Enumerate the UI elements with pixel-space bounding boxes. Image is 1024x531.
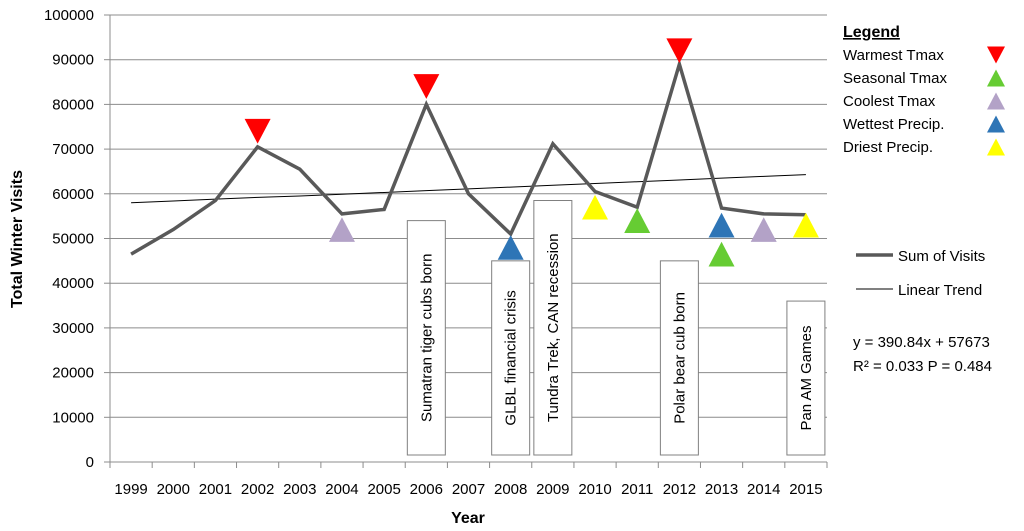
seasonal-marker <box>624 208 651 233</box>
legend-item-marker <box>987 138 1005 156</box>
weather-markers <box>244 38 819 267</box>
x-tick-label: 2013 <box>705 481 738 498</box>
annotation-box <box>406 220 446 456</box>
driest-marker <box>582 194 609 220</box>
annotation-box <box>659 260 699 456</box>
y-tick-label: 0 <box>86 454 94 471</box>
x-tick-label: 2012 <box>663 481 696 498</box>
x-tick-label: 2010 <box>578 481 611 498</box>
linear-trend-line <box>131 174 806 204</box>
warmest-marker <box>413 74 440 99</box>
legend-item-marker <box>987 69 1005 87</box>
x-tick-label: 2008 <box>494 481 527 498</box>
seasonal-marker <box>708 241 735 267</box>
x-tick-label: 2011 <box>621 481 653 498</box>
y-tick-label: 10000 <box>52 409 94 426</box>
legend-item-label: Driest Precip. <box>843 139 933 156</box>
linear-trend-label: Linear Trend <box>898 282 982 299</box>
y-tick-label: 60000 <box>52 186 94 203</box>
legend-item-label: Wettest Precip. <box>843 116 944 133</box>
wettest-marker <box>708 212 735 238</box>
series-legend: Sum of Visits Linear Trend <box>856 248 985 299</box>
legend-title: Legend <box>843 24 900 41</box>
x-tick-label: 2003 <box>283 481 316 498</box>
coolest-marker <box>328 217 355 242</box>
y-tick-label: 30000 <box>52 320 94 337</box>
legend-item-label: Seasonal Tmax <box>843 70 947 87</box>
regression-stats: R² = 0.033 P = 0.484 <box>853 358 992 375</box>
wettest-marker <box>497 235 524 260</box>
regression-equation: y = 390.84x + 57673 <box>853 334 990 351</box>
x-tick-label: 2004 <box>325 481 358 498</box>
legend-item-label: Warmest Tmax <box>843 47 944 64</box>
x-tick-label: 2002 <box>241 481 274 498</box>
y-tick-label: 100000 <box>44 7 94 24</box>
sum-of-visits-line <box>130 57 806 256</box>
annotation-label: GLBL financial crisis <box>503 290 520 425</box>
annotation-box <box>533 200 573 456</box>
legend-item-marker <box>987 46 1005 64</box>
y-tick-label: 50000 <box>52 231 94 248</box>
warmest-marker <box>666 38 693 64</box>
driest-marker <box>792 212 819 238</box>
x-axis-title: Year <box>451 510 485 527</box>
x-tick-labels: 1999 2000 2001 2002 2003 2004 2005 2006 2007 2008… <box>114 481 822 498</box>
legend-item-label: Coolest Tmax <box>843 93 936 110</box>
x-tick-label: 1999 <box>114 481 147 498</box>
annotation-label: Tundra Trek, CAN recession <box>545 233 562 422</box>
y-tick-label: 20000 <box>52 365 94 382</box>
legend-item-marker <box>987 92 1005 110</box>
x-tick-label: 2001 <box>199 481 232 498</box>
linear-trend-series <box>131 174 806 204</box>
y-tick-label: 80000 <box>52 96 94 113</box>
x-tick-label: 2005 <box>367 481 400 498</box>
coolest-marker <box>750 217 777 242</box>
y-tick-label: 40000 <box>52 275 94 292</box>
x-tick-label: 2009 <box>536 481 569 498</box>
sum-of-visits-series <box>130 57 806 256</box>
gridlines <box>110 14 827 418</box>
x-tick-label: 2015 <box>789 481 822 498</box>
sum-of-visits-label: Sum of Visits <box>898 248 985 265</box>
x-tick-label: 2007 <box>452 481 485 498</box>
x-tick-label: 2014 <box>747 481 780 498</box>
event-annotations: Sumatran tiger cubs born GLBL financial c… <box>406 200 826 456</box>
legend-item-marker <box>987 115 1005 133</box>
y-axis-title: Total Winter Visits <box>9 170 26 308</box>
y-tick-labels: 0 10000 20000 30000 40000 50000 60000 70000 8000… <box>44 7 94 471</box>
weather-legend: Legend Warmest Tmax Seasonal Tmax Coolest … <box>843 24 1005 156</box>
y-tick-label: 90000 <box>52 52 94 69</box>
warmest-marker <box>244 118 271 144</box>
annotation-label: Sumatran tiger cubs born <box>418 254 435 422</box>
x-tick-label: 2000 <box>157 481 190 498</box>
y-tick-label: 70000 <box>52 141 94 158</box>
axes <box>104 14 828 468</box>
annotation-label: Pan AM Games <box>798 326 815 431</box>
annotation-box <box>786 300 826 456</box>
annotation-box <box>491 260 531 456</box>
x-tick-label: 2006 <box>410 481 443 498</box>
annotation-label: Polar bear cub born <box>671 292 688 424</box>
